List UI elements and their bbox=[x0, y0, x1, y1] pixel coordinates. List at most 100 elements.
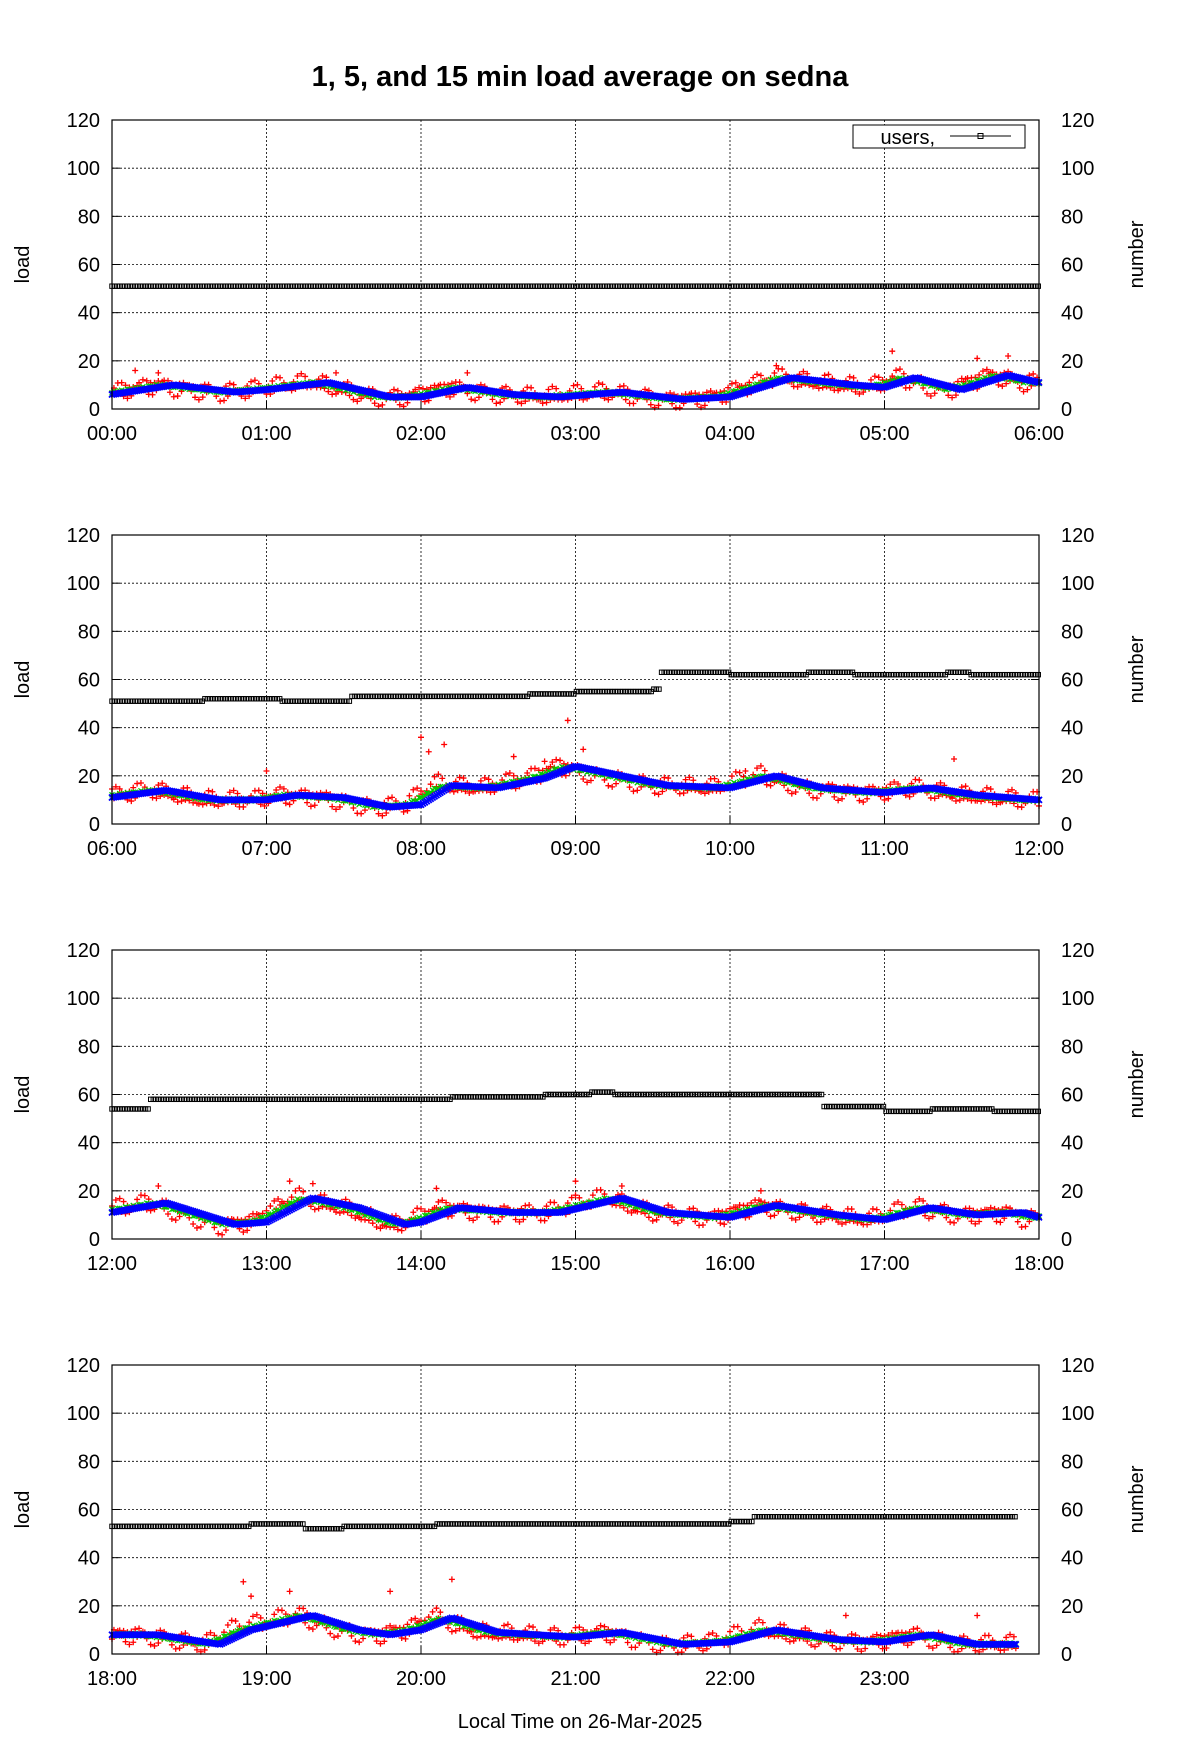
load-point bbox=[174, 393, 181, 400]
y-tick-label: 120 bbox=[67, 940, 100, 962]
load-point bbox=[931, 390, 938, 397]
load-point bbox=[630, 400, 637, 407]
load-point bbox=[732, 768, 739, 775]
load-point bbox=[620, 382, 627, 389]
load-point bbox=[398, 1227, 405, 1234]
load-point bbox=[979, 368, 986, 375]
load-point bbox=[850, 374, 857, 381]
load-point bbox=[190, 1221, 197, 1228]
load-point bbox=[806, 790, 813, 797]
load-point bbox=[690, 1205, 697, 1212]
load-point bbox=[215, 1230, 222, 1237]
load-point bbox=[273, 374, 280, 381]
load-point bbox=[128, 798, 135, 805]
load-point bbox=[319, 372, 326, 379]
load-point bbox=[761, 767, 768, 774]
y-tick-label: 20 bbox=[78, 766, 100, 788]
load-point bbox=[251, 377, 258, 384]
load-point bbox=[472, 397, 479, 404]
load-point bbox=[350, 396, 357, 403]
load-point bbox=[1018, 804, 1025, 811]
load-point bbox=[742, 768, 749, 775]
y2-tick-label: 60 bbox=[1061, 255, 1083, 277]
load-point bbox=[230, 381, 237, 388]
load-point bbox=[817, 1218, 824, 1225]
load-point bbox=[192, 394, 199, 401]
load-point bbox=[906, 384, 913, 391]
load-point bbox=[456, 379, 463, 386]
load-point bbox=[746, 379, 753, 386]
x-tick-label: 08:00 bbox=[396, 838, 446, 860]
load-point bbox=[296, 1185, 303, 1192]
x-tick-label: 14:00 bbox=[396, 1253, 446, 1275]
load-point bbox=[404, 399, 411, 406]
load-point bbox=[1005, 353, 1012, 360]
load-point bbox=[962, 783, 969, 790]
load-point bbox=[136, 379, 143, 386]
load-point bbox=[219, 1231, 226, 1238]
y-tick-label: 60 bbox=[78, 255, 100, 277]
load-point bbox=[267, 1203, 274, 1210]
load-point bbox=[711, 775, 718, 782]
load-point bbox=[155, 369, 162, 376]
load-point bbox=[995, 381, 1002, 388]
x-tick-label: 17:00 bbox=[859, 1253, 909, 1275]
x-tick-label: 06:00 bbox=[87, 838, 137, 860]
load-point bbox=[248, 378, 255, 385]
load-point bbox=[120, 1198, 127, 1205]
load-point bbox=[485, 776, 492, 783]
load-point bbox=[767, 1213, 774, 1220]
load-point bbox=[166, 389, 173, 396]
y2-tick-label: 120 bbox=[1061, 110, 1094, 132]
load-point bbox=[947, 1219, 954, 1226]
load-point bbox=[172, 1217, 179, 1224]
load-point bbox=[699, 1222, 706, 1229]
load-point bbox=[277, 374, 284, 381]
load-point bbox=[974, 355, 981, 362]
y2-tick-label: 120 bbox=[1061, 940, 1094, 962]
load-point bbox=[605, 396, 612, 403]
load-point bbox=[418, 734, 424, 741]
load-point bbox=[864, 795, 871, 802]
load-point bbox=[369, 1220, 376, 1227]
load-point bbox=[951, 755, 958, 762]
load-point bbox=[379, 401, 386, 408]
users-series bbox=[109, 283, 1041, 289]
load-point bbox=[609, 783, 616, 790]
load-point bbox=[916, 777, 923, 784]
load-point bbox=[446, 393, 453, 400]
load-point bbox=[983, 784, 990, 791]
y2-tick-label: 60 bbox=[1061, 1085, 1083, 1107]
load-point bbox=[595, 380, 602, 387]
load-point bbox=[831, 793, 838, 800]
load-point bbox=[354, 398, 361, 405]
load-point bbox=[1022, 1223, 1029, 1230]
load-point bbox=[396, 401, 403, 408]
load-point bbox=[371, 400, 378, 407]
x-tick-label: 02:00 bbox=[396, 423, 446, 445]
load-point bbox=[1003, 380, 1010, 387]
y2-tick-label: 60 bbox=[1061, 670, 1083, 692]
load-point bbox=[580, 776, 587, 783]
y-tick-label: 0 bbox=[89, 1229, 100, 1251]
y2-tick-label: 100 bbox=[1061, 988, 1094, 1010]
load-point bbox=[358, 810, 365, 817]
load-point bbox=[139, 376, 146, 383]
load-point bbox=[541, 1217, 548, 1224]
x-tick-label: 09:00 bbox=[550, 838, 600, 860]
load-point bbox=[993, 1218, 1000, 1225]
load-point bbox=[539, 400, 546, 407]
load-point bbox=[294, 373, 301, 380]
load-point bbox=[178, 798, 185, 805]
load-point bbox=[912, 1198, 919, 1205]
load-point bbox=[893, 367, 900, 374]
load-point bbox=[574, 381, 581, 388]
load-point bbox=[825, 371, 832, 378]
load-point bbox=[885, 795, 892, 802]
load-point bbox=[269, 378, 276, 385]
load-point bbox=[385, 795, 392, 802]
load-point bbox=[754, 371, 761, 378]
load-point bbox=[137, 779, 144, 786]
